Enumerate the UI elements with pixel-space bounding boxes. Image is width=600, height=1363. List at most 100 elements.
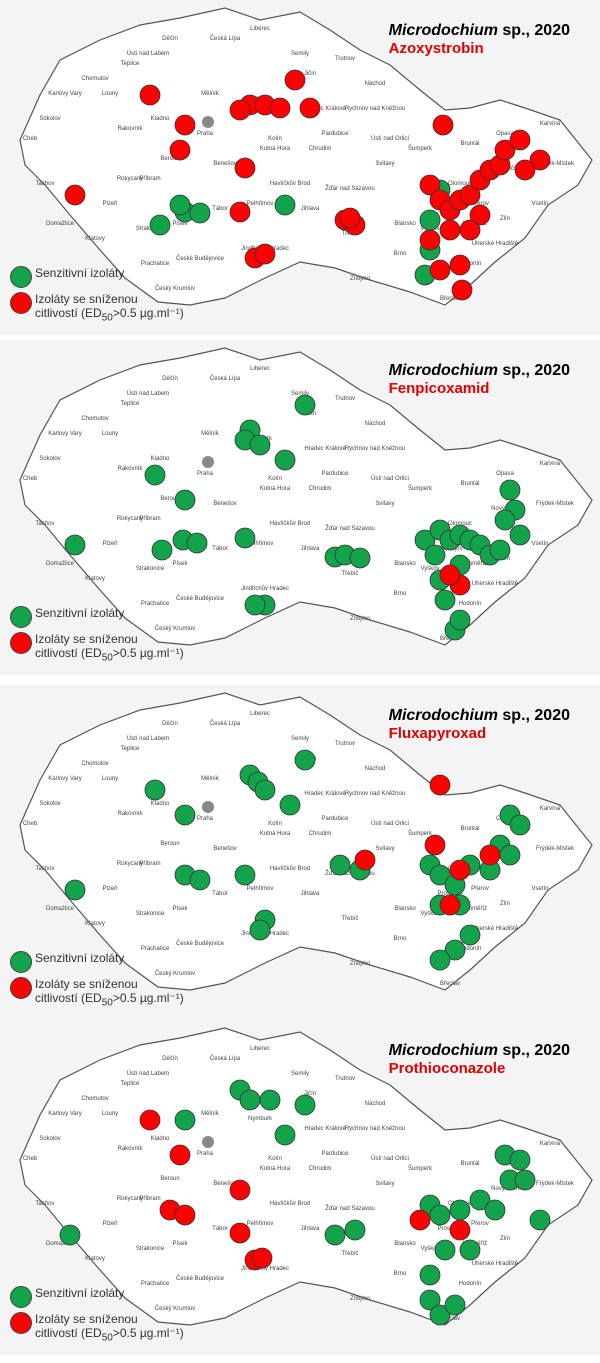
district-label: Trutnov [335,396,355,402]
reduced-sensitivity-marker [174,1204,196,1226]
district-label: Opava [496,131,514,137]
green-dot-icon [10,1285,32,1308]
district-label: Kutná Hora [260,1166,291,1172]
district-label: Havlíčkův Brod [270,1200,310,1207]
district-label: Praha [197,816,214,822]
district-label: České Budějovice [176,255,225,262]
district-label: Český Krumlov [155,625,195,632]
district-label: Ústí nad Orlicí [371,475,409,482]
district-label: Přerov [471,886,489,892]
sensitive-isolate-marker [64,534,86,556]
district-label: Pardubice [321,471,349,477]
district-label: Karlovy Vary [48,91,82,97]
district-label: Vsetín [531,541,548,547]
sensitive-isolate-marker [489,539,511,561]
district-label: Břeclav [440,981,460,987]
district-label: Prachatice [141,1281,170,1287]
district-label: Frýdek-Místek [536,846,575,852]
reduced-sensitivity-marker [449,1219,471,1241]
district-label: Plzeň [102,541,117,547]
district-label: Třebíč [341,571,358,577]
district-label: Vyškov [420,1246,439,1252]
map-panel: Cheb Sokolov Karlovy Vary Chomutov Louny Tepl… [0,1020,600,1355]
district-label: Blansko [394,1241,416,1247]
district-label: Louny [102,776,118,782]
district-label: Písek [172,906,188,912]
country-outline [19,692,593,991]
reduced-sensitivity-marker [299,97,321,119]
district-label: Praha [197,471,214,477]
sensitive-isolate-marker [64,879,86,901]
district-label: Svitavy [375,501,394,507]
district-label: Ústí nad Labem [127,1070,169,1077]
reduced-sensitivity-marker [174,114,196,136]
district-label: Česká Lípa [210,720,241,727]
sensitive-isolate-marker [509,1149,531,1171]
prague-area [202,1136,214,1148]
district-label: Sokolov [39,116,60,122]
district-label: Chomutov [81,1096,108,1102]
district-label: Hradec Králové [304,1126,346,1132]
district-label: Prachatice [141,261,170,267]
district-label: Hradec Králové [304,791,346,797]
district-label: Znojmo [350,961,371,967]
district-label: Děčín [162,376,178,382]
district-label: Teplice [121,61,140,67]
district-label: Liberec [250,711,270,717]
district-label: Šumperk [408,830,433,837]
district-label: Český Krumlov [155,285,195,292]
reduced-sensitivity-marker [419,174,441,196]
district-label: Strakonice [136,226,165,232]
district-label: Cheb [23,1156,38,1162]
district-label: Louny [102,1111,118,1117]
district-label: Semily [291,736,309,742]
prague-area [202,116,214,128]
district-label: Mělník [201,431,220,437]
district-label: Karlovy Vary [48,776,82,782]
district-label: Příbram [139,861,160,867]
reduced-sensitivity-marker [269,97,291,119]
reduced-sensitivity-marker [439,564,461,586]
district-label: Pardubice [321,816,349,822]
district-label: Česká Lípa [210,1055,241,1062]
district-label: Karviná [540,461,561,467]
district-label: Znojmo [350,276,371,282]
district-label: Karviná [540,1141,561,1147]
fungicide-name: Azoxystrobin [388,40,484,57]
map-title: Microdochium sp., 2020 Fluxapyroxad [389,707,570,742]
district-label: Břeclav [440,1316,460,1322]
sensitive-isolate-marker [294,1094,316,1116]
sensitive-isolate-marker [169,194,191,216]
map-title: Microdochium sp., 2020 Prothioconazole [389,1042,570,1077]
district-label: Hradec Králové [304,446,346,452]
prague-area [202,801,214,813]
district-label: Tachov [35,866,54,872]
district-label: Teplice [121,401,140,407]
sensitive-isolate-marker [444,1294,466,1316]
district-label: Cheb [23,821,38,827]
sensitive-isolate-marker [329,854,351,876]
reduced-sensitivity-marker [339,207,361,229]
sensitive-isolate-marker [429,1304,451,1326]
district-label: Žďár nad Sázavou [325,1204,374,1212]
czech-map: Cheb Sokolov Karlovy Vary Chomutov Louny Tepl… [19,692,593,991]
district-label: Ústí nad Labem [127,735,169,742]
legend: Senzitivní izoláty Izoláty se sníženou ci… [10,262,184,323]
district-label: Plzeň [102,1221,117,1227]
district-label: Olomouc [448,521,472,527]
reduced-sensitivity-marker [429,259,451,281]
reduced-sensitivity-marker [479,844,501,866]
title-suffix: sp., 2020 [497,22,570,39]
czech-map: Cheb Sokolov Karlovy Vary Chomutov Louny Tepl… [19,1027,593,1326]
sensitive-isolate-marker [424,544,446,566]
reduced-sensitivity-marker [254,243,276,265]
red-dot-icon [10,631,32,654]
district-label: Blansko [394,561,416,567]
district-label: Náchod [365,1101,386,1107]
district-label: Karlovy Vary [48,1111,82,1117]
district-label: Chomutov [81,761,108,767]
district-label: Třebíč [341,1251,358,1257]
district-label: Vsetín [531,201,548,207]
legend-sensitive-label: Senzitivní izoláty [35,950,125,965]
sensitive-isolate-marker [254,779,276,801]
